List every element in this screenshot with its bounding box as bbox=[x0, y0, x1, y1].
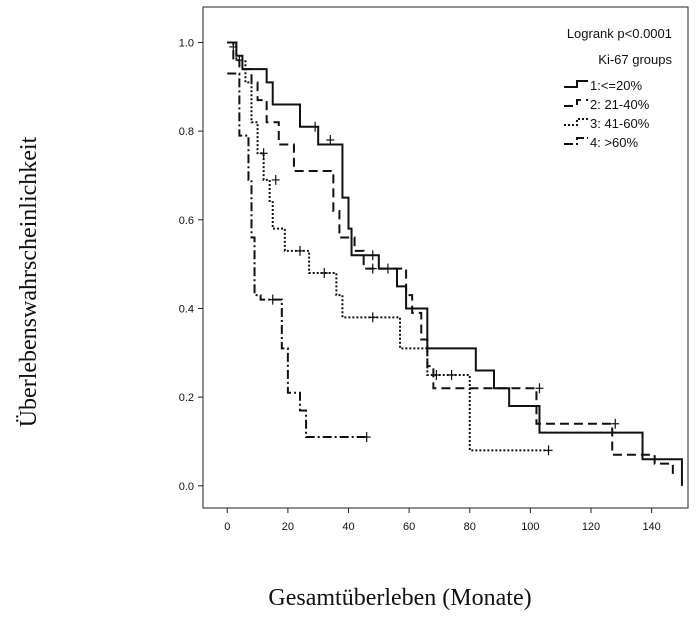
legend-item: 2: 21-40% bbox=[564, 97, 650, 112]
legend-label: 4: >60% bbox=[590, 135, 639, 150]
y-axis-title: Überlebenswahrscheinlichkeit bbox=[16, 136, 42, 427]
series-4 bbox=[227, 72, 371, 443]
x-tick-label: 0 bbox=[224, 521, 230, 533]
logrank-annotation: Logrank p<0.0001 bbox=[567, 26, 672, 41]
x-tick-label: 60 bbox=[403, 521, 415, 533]
censor-mark bbox=[368, 263, 377, 274]
censor-mark bbox=[296, 245, 304, 256]
legend-line-sample bbox=[564, 80, 588, 88]
legend-line-sample bbox=[564, 118, 588, 126]
y-tick-label: 1.0 bbox=[179, 37, 194, 49]
censor-mark bbox=[368, 312, 377, 323]
censor-mark bbox=[326, 135, 335, 146]
series-line bbox=[227, 41, 683, 486]
censor-mark bbox=[535, 383, 544, 394]
x-tick-label: 20 bbox=[282, 521, 294, 533]
censor-mark bbox=[544, 445, 553, 456]
censor-mark bbox=[271, 174, 280, 185]
series-line bbox=[227, 41, 674, 477]
legend-item: 1:<=20% bbox=[564, 78, 642, 93]
censor-mark bbox=[432, 369, 441, 380]
series-line bbox=[227, 41, 549, 452]
x-tick-label: 40 bbox=[342, 521, 354, 533]
series-line bbox=[227, 72, 367, 439]
x-tick-label: 80 bbox=[464, 521, 476, 533]
legend-item: 4: >60% bbox=[564, 135, 639, 150]
x-tick-label: 100 bbox=[521, 521, 539, 533]
y-tick-label: 0.4 bbox=[179, 303, 194, 315]
series-2 bbox=[227, 41, 674, 477]
censor-mark bbox=[320, 268, 329, 279]
series-3 bbox=[227, 41, 553, 456]
censor-mark bbox=[235, 55, 244, 66]
censor-mark bbox=[368, 250, 377, 261]
legend-item: 3: 41-60% bbox=[564, 116, 650, 131]
legend-label: 1:<=20% bbox=[590, 78, 642, 93]
y-tick-label: 0.2 bbox=[179, 392, 194, 404]
x-axis-title: Gesamtüberleben (Monate) bbox=[268, 585, 531, 611]
x-tick-label: 140 bbox=[642, 521, 660, 533]
censor-mark bbox=[259, 148, 268, 159]
censor-mark bbox=[311, 121, 320, 132]
y-tick-label: 0.0 bbox=[179, 481, 194, 493]
legend-title: Ki-67 groups bbox=[598, 52, 672, 67]
legend: Logrank p<0.0001 Ki-67 groups 1:<=20% 2: … bbox=[564, 26, 672, 150]
censor-mark bbox=[611, 418, 620, 429]
legend-line-sample bbox=[564, 137, 588, 145]
legend-label: 3: 41-60% bbox=[590, 116, 650, 131]
y-tick-label: 0.8 bbox=[179, 126, 194, 138]
censor-mark bbox=[268, 294, 277, 305]
x-tick-label: 120 bbox=[582, 521, 600, 533]
censor-mark bbox=[362, 432, 371, 443]
legend-label: 2: 21-40% bbox=[590, 97, 650, 112]
legend-line-sample bbox=[564, 99, 588, 107]
y-tick-label: 0.6 bbox=[179, 215, 194, 227]
censor-mark bbox=[447, 369, 456, 380]
